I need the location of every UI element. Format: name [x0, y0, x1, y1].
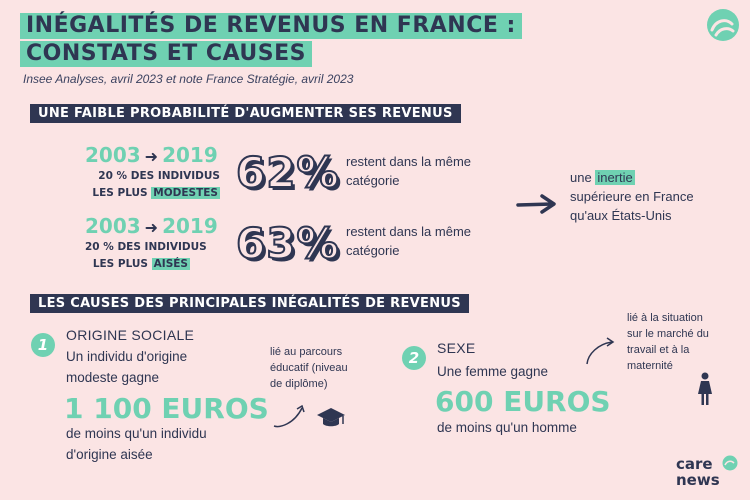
arrow-right-icon: ➜ [144, 218, 159, 237]
cause-1-line-2: modeste gagne [66, 370, 160, 385]
wave-logo-icon [722, 455, 738, 476]
row-1-description: restent dans la même catégorie [346, 152, 471, 190]
cause-number-badge: 2 [402, 346, 426, 370]
cause-1-line-3: de moins qu'un individu [66, 426, 207, 441]
brand-line-1: care [676, 455, 713, 473]
arrow-right-icon: ➜ [144, 147, 159, 166]
curved-arrow-icon [270, 400, 310, 435]
cause-1-line-1: Un individu d'origine [66, 349, 188, 364]
cause-2-note: lié à la situation sur le marché du trav… [627, 310, 709, 374]
cause-2-line-2: de moins qu'un homme [437, 420, 577, 435]
note-line: de diplôme) [270, 378, 328, 390]
carenews-logo: care news [676, 456, 720, 488]
years-row-1: 2003 ➜ 2019 [85, 143, 218, 167]
cause-1-line-4: d'origine aisée [66, 447, 153, 462]
cause-2-amount: 600 EUROS [435, 385, 611, 418]
years-row-2: 2003 ➜ 2019 [85, 214, 218, 238]
group-prefix: LES PLUS [92, 187, 148, 199]
brand-line-2: news [676, 471, 720, 489]
conclusion-prefix: une [570, 170, 592, 185]
cause-1-note: lié au parcours éducatif (niveau de dipl… [270, 344, 348, 392]
page-title: INÉGALITÉS DE REVENUS EN FRANCE : CONSTA… [20, 13, 522, 67]
cause-1-outro: de moins qu'un individu d'origine aisée [66, 423, 207, 465]
cause-1-amount: 1 100 EUROS [64, 392, 269, 425]
note-line: éducatif (niveau [270, 362, 348, 374]
inertia-conclusion: une inertie supérieure en France qu'aux … [570, 168, 694, 225]
conclusion-highlight: inertie [595, 170, 635, 185]
note-line: travail et à la [627, 344, 690, 356]
source-citation: Insee Analyses, avril 2023 et note Franc… [23, 72, 354, 86]
title-line-2: CONSTATS ET CAUSES [20, 41, 313, 67]
graduation-cap-icon [316, 406, 346, 435]
section-heading-probability: UNE FAIBLE PROBABILITÉ D'AUGMENTER SES R… [30, 104, 461, 123]
year-from: 2003 [85, 214, 141, 238]
cause-2-title: SEXE [437, 340, 476, 356]
group-label-modestes: 20 % DES INDIVIDUS LES PLUS MODESTES [85, 168, 220, 202]
desc-line: restent dans la même [346, 224, 472, 239]
section-heading-causes: LES CAUSES DES PRINCIPALES INÉGALITÉS DE… [30, 294, 469, 313]
cause-number-badge: 1 [31, 333, 55, 357]
conclusion-line-3: qu'aux États-Unis [570, 208, 672, 223]
year-from: 2003 [85, 143, 141, 167]
note-line: maternité [627, 360, 673, 372]
conclusion-line-2: supérieure en France [570, 189, 694, 204]
cause-2-line-1: Une femme gagne [437, 364, 549, 379]
note-line: lié à la situation [627, 312, 703, 324]
cause-1-title: ORIGINE SOCIALE [66, 327, 195, 343]
percent-63: 63% [235, 218, 340, 269]
wave-logo-icon [706, 8, 740, 42]
year-to: 2019 [162, 143, 218, 167]
woman-icon [697, 372, 713, 411]
group-highlight: AISÉS [151, 258, 190, 270]
note-line: lié au parcours [270, 346, 343, 358]
percent-62: 62% [235, 147, 340, 198]
title-line-1: INÉGALITÉS DE REVENUS EN FRANCE : [20, 13, 522, 39]
group-prefix: LES PLUS [92, 258, 148, 270]
curved-arrow-icon [584, 336, 618, 371]
group-label-aises: 20 % DES INDIVIDUS LES PLUS AISÉS [85, 239, 207, 273]
note-line: sur le marché du [627, 328, 709, 340]
group-line-1: 20 % DES INDIVIDUS [85, 241, 207, 253]
cause-1-intro: Un individu d'origine modeste gagne [66, 346, 187, 388]
arrow-right-icon [516, 193, 560, 220]
desc-line: catégorie [346, 243, 400, 258]
year-to: 2019 [162, 214, 218, 238]
group-highlight: MODESTES [151, 187, 220, 199]
row-2-description: restent dans la même catégorie [346, 222, 471, 260]
desc-line: restent dans la même [346, 154, 472, 169]
desc-line: catégorie [346, 173, 400, 188]
group-line-1: 20 % DES INDIVIDUS [98, 170, 220, 182]
